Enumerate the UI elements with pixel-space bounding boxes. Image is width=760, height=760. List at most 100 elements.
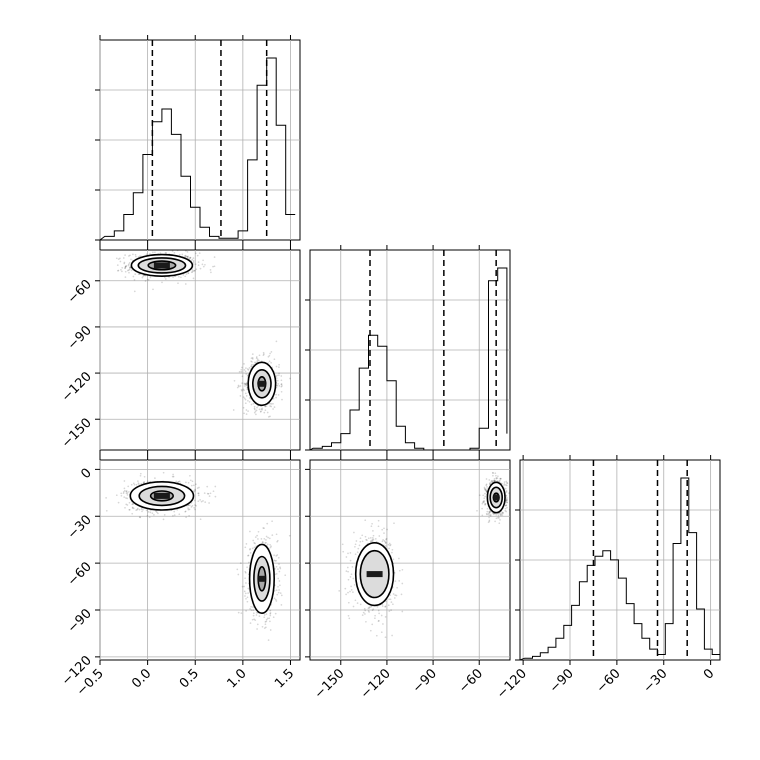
- scatter-point: [352, 591, 354, 593]
- scatter-point: [117, 269, 120, 272]
- scatter-point: [368, 607, 371, 609]
- scatter-point: [264, 542, 267, 544]
- scatter-point: [265, 613, 268, 615]
- scatter-point: [186, 251, 189, 253]
- scatter-point: [259, 411, 262, 413]
- scatter-point: [363, 607, 366, 610]
- scatter-point: [273, 406, 276, 408]
- scatter-point: [248, 367, 251, 369]
- scatter-point: [269, 405, 271, 407]
- scatter-point: [128, 271, 130, 274]
- scatter-point: [347, 601, 350, 604]
- scatter-point: [276, 374, 278, 377]
- scatter-point: [186, 256, 188, 258]
- scatter-point: [263, 353, 265, 355]
- scatter-point: [189, 474, 191, 477]
- scatter-point: [370, 540, 373, 542]
- scatter-point: [483, 499, 485, 502]
- scatter-point: [258, 615, 261, 617]
- scatter-point: [262, 354, 265, 357]
- scatter-point: [246, 600, 249, 603]
- scatter-point: [503, 481, 506, 483]
- scatter-point: [278, 589, 280, 591]
- scatter-point: [233, 379, 236, 382]
- scatter-point: [476, 509, 478, 512]
- scatter-point: [369, 537, 372, 539]
- bottom-tick-labels: −0.5 0.0 0.5 1.0 1.5 −150 −120 −90 −60 −120 −90 −60…: [74, 666, 718, 702]
- scatter-point: [185, 516, 187, 519]
- scatter-point: [380, 631, 383, 634]
- scatter-point: [364, 535, 367, 538]
- scatter-point: [243, 382, 246, 385]
- scatter-point: [238, 385, 240, 388]
- scatter-point: [274, 598, 277, 601]
- scatter-point: [145, 253, 148, 256]
- scatter-point: [478, 494, 481, 497]
- scatter-point: [254, 410, 257, 413]
- scatter-point: [255, 413, 257, 416]
- x-tick-label: 1.0: [224, 666, 249, 691]
- scatter-point: [347, 614, 350, 617]
- scatter-point: [124, 254, 126, 256]
- scatter-point: [245, 582, 247, 584]
- scatter-point: [244, 595, 246, 597]
- scatter-point: [245, 383, 247, 386]
- scatter-point: [137, 480, 139, 482]
- scatter-point: [253, 408, 256, 411]
- scatter-point: [275, 589, 278, 592]
- scatter-point: [184, 275, 187, 278]
- scatter-point: [203, 492, 206, 494]
- panel-frame: [309, 459, 511, 661]
- scatter-point: [251, 361, 253, 363]
- scatter-point: [128, 501, 131, 504]
- scatter-point: [126, 492, 129, 494]
- scatter-point: [389, 543, 392, 546]
- scatter-point: [252, 609, 255, 612]
- scatter-point: [138, 255, 141, 258]
- scatter-point: [245, 384, 248, 387]
- scatter-point: [268, 360, 271, 363]
- scatter-point: [513, 494, 515, 496]
- scatter-point: [488, 482, 491, 485]
- scatter-point: [265, 541, 267, 544]
- scatter-point: [280, 385, 283, 388]
- scatter-point: [159, 252, 162, 254]
- scatter-point: [123, 261, 126, 264]
- scatter-point: [247, 554, 250, 557]
- scatter-point: [250, 363, 253, 366]
- scatter-point: [191, 480, 194, 483]
- scatter-point: [124, 276, 127, 278]
- scatter-point: [240, 370, 243, 373]
- scatter-point: [500, 477, 502, 480]
- scatter-point: [275, 393, 277, 396]
- scatter-point: [210, 271, 212, 274]
- scatter-point: [194, 488, 196, 491]
- scatter-point: [280, 375, 283, 377]
- scatter-point: [495, 517, 498, 520]
- scatter-point: [495, 477, 498, 479]
- scatter-point: [241, 389, 243, 392]
- scatter-point: [498, 512, 501, 515]
- scatter-point: [252, 539, 255, 542]
- scatter-point: [193, 269, 196, 272]
- scatter-point: [191, 258, 194, 261]
- scatter-point: [206, 492, 209, 495]
- scatter-point: [280, 383, 283, 385]
- scatter-point: [505, 480, 508, 483]
- scatter-point: [157, 512, 159, 515]
- scatter-point: [278, 374, 280, 377]
- scatter-point: [268, 354, 271, 357]
- scatter-point: [376, 605, 379, 608]
- scatter-point: [197, 494, 200, 497]
- scatter-point: [506, 498, 508, 500]
- scatter-point: [280, 594, 283, 597]
- scatter-point: [132, 253, 134, 256]
- scatter-point: [171, 250, 174, 252]
- scatter-point: [388, 542, 391, 545]
- scatter-point: [202, 500, 204, 502]
- scatter-point: [383, 539, 386, 542]
- scatter-point: [359, 603, 362, 606]
- scatter-point: [264, 621, 267, 623]
- scatter-point: [204, 263, 206, 266]
- scatter-point: [265, 535, 268, 538]
